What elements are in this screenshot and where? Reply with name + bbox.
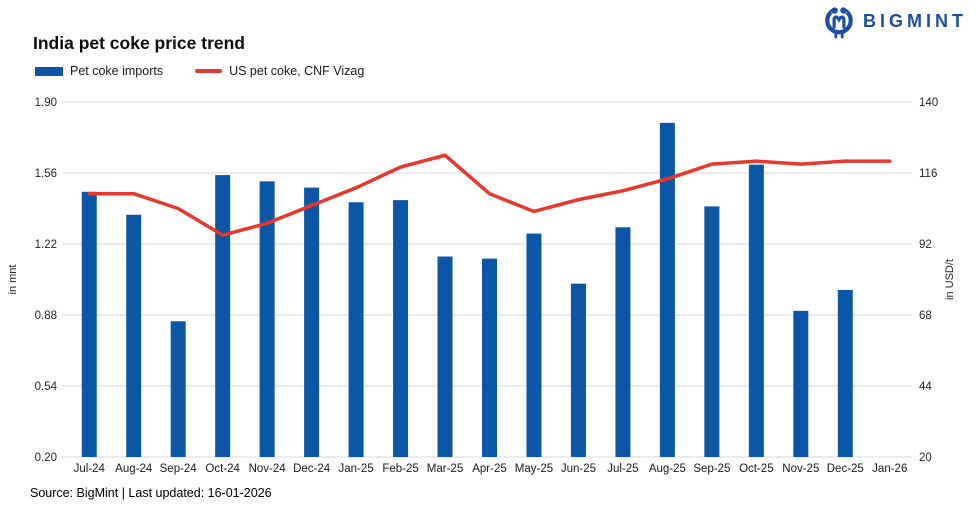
svg-text:Oct-25: Oct-25 [739,463,774,475]
svg-text:0.88: 0.88 [35,310,57,322]
svg-text:20: 20 [919,452,932,464]
svg-text:Jun-25: Jun-25 [561,463,596,475]
import-bar-May-25 [526,233,542,457]
import-bar-Jan-25 [348,202,364,457]
svg-text:140: 140 [919,97,938,109]
y-axis-titles: in mnt in USD/t [7,259,956,300]
svg-text:Dec-24: Dec-24 [293,463,331,475]
svg-text:in USD/t: in USD/t [944,259,956,300]
svg-text:44: 44 [919,381,932,393]
import-bar-Sep-24 [170,321,186,457]
import-bar-Dec-24 [304,187,320,457]
x-axis-labels: Jul-24 Aug-24 Sep-24 Oct-24 Nov-24 Dec-24 Jan-… [74,463,908,475]
svg-text:0.20: 0.20 [35,452,57,464]
svg-text:68: 68 [919,310,932,322]
import-bar-Feb-25 [393,200,409,457]
legend-item-imports: Pet coke imports [35,64,163,78]
y-axis-right-labels: 140 116 92 68 44 20 [919,97,938,464]
bar-series-pet-coke-imports [81,122,853,457]
legend: Pet coke imports US pet coke, CNF Vizag [35,64,364,78]
svg-text:Sep-24: Sep-24 [160,463,198,475]
svg-text:Jan-25: Jan-25 [338,463,373,475]
bigmint-owl-icon [825,4,853,39]
source-text: Source: BigMint | Last updated: 16-01-20… [30,486,272,500]
svg-text:Dec-25: Dec-25 [827,463,864,475]
import-bar-Aug-25 [659,122,675,457]
bar-swatch-icon [35,66,63,76]
import-bar-Aug-24 [126,214,142,457]
svg-text:Apr-25: Apr-25 [472,463,507,475]
svg-text:Aug-25: Aug-25 [649,463,686,475]
svg-text:Jul-24: Jul-24 [74,463,106,475]
svg-text:in mnt: in mnt [7,265,19,295]
legend-item-price: US pet coke, CNF Vizag [195,64,364,78]
legend-label-price: US pet coke, CNF Vizag [229,64,365,78]
svg-text:1.56: 1.56 [35,168,57,180]
svg-text:0.54: 0.54 [35,381,58,393]
chart-title: India pet coke price trend [33,33,245,53]
import-bar-Jul-24 [81,191,97,457]
import-bar-Jun-25 [570,283,586,457]
bigmint-logo: BIGMINT [824,4,967,39]
svg-text:May-25: May-25 [515,463,553,475]
svg-text:92: 92 [919,239,932,251]
y-axis-left-labels: 1.90 1.56 1.22 0.88 0.54 0.20 [35,97,58,464]
import-bar-Nov-24 [259,181,275,457]
import-bar-Oct-24 [215,175,231,457]
svg-text:Feb-25: Feb-25 [382,463,418,475]
line-swatch-icon [195,69,223,73]
svg-text:Jul-25: Jul-25 [607,463,638,475]
price-trend-chart: 1.90 1.56 1.22 0.88 0.54 0.20 140 116 92 68 44 20 in… [7,97,956,475]
line-series-us-pet-coke [87,153,892,237]
svg-text:1.22: 1.22 [35,239,57,251]
svg-text:Jan-26: Jan-26 [872,463,907,475]
svg-text:Mar-25: Mar-25 [427,463,463,475]
logo-text: BIGMINT [863,11,967,31]
svg-text:Sep-25: Sep-25 [693,463,730,475]
import-bar-Oct-25 [748,164,764,457]
legend-label-imports: Pet coke imports [70,64,164,78]
svg-text:Aug-24: Aug-24 [115,463,153,475]
import-bar-Apr-25 [482,258,497,457]
import-bar-Nov-25 [793,310,809,457]
svg-text:1.90: 1.90 [35,97,57,109]
import-bar-Jul-25 [615,227,631,457]
import-bar-Sep-25 [704,206,720,457]
svg-text:Nov-24: Nov-24 [249,463,287,475]
svg-text:116: 116 [919,168,937,180]
import-bar-Mar-25 [437,256,453,457]
svg-text:Oct-24: Oct-24 [205,463,240,475]
import-bar-Dec-25 [837,289,853,457]
svg-text:Nov-25: Nov-25 [782,463,819,475]
